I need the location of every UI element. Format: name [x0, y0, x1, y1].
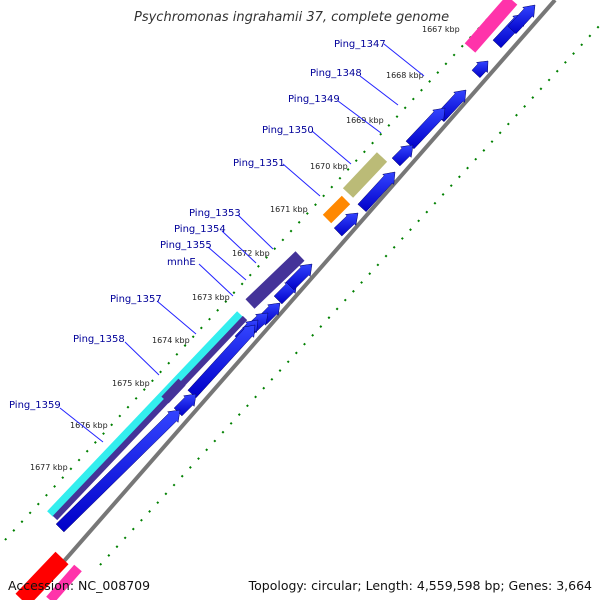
feature-highlight-olive[interactable]	[342, 152, 388, 198]
feature-highlight-orange[interactable]	[322, 195, 351, 224]
kbp-tick-label: 1677 kbp	[30, 463, 68, 472]
kbp-tick-label: 1672 kbp	[232, 249, 270, 258]
tick-guide-outer	[4, 0, 506, 541]
feature-highlight-cyan[interactable]	[47, 311, 243, 517]
kbp-tick-label: 1674 kbp	[152, 336, 190, 345]
kbp-tick-label: 1670 kbp	[310, 162, 348, 171]
gene-label[interactable]: Ping_1350	[262, 125, 314, 136]
gene-label[interactable]: Ping_1349	[288, 94, 340, 105]
kbp-tick-label: 1675 kbp	[112, 379, 150, 388]
kbp-tick-label: 1668 kbp	[386, 71, 424, 80]
gene-label[interactable]: Ping_1348	[310, 68, 362, 79]
gene-arrow[interactable]	[507, 4, 536, 35]
gene-leader-line	[221, 230, 257, 264]
gene-label[interactable]: Ping_1358	[73, 334, 125, 345]
gene-arrow[interactable]	[405, 107, 446, 150]
gene-arrow[interactable]	[333, 212, 359, 237]
gene-label[interactable]: Ping_1357	[110, 294, 162, 305]
gene-leader-line	[383, 43, 425, 77]
topology-label: Topology: circular; Length: 4,559,598 bp…	[248, 578, 592, 593]
gene-leader-line	[124, 341, 160, 376]
kbp-tick-label: 1667 kbp	[422, 25, 460, 34]
feature-highlight-purple[interactable]	[245, 251, 305, 309]
gene-arrow[interactable]	[55, 409, 181, 533]
feature-highlight-purple-short[interactable]	[161, 378, 186, 404]
gene-leader-line	[311, 130, 352, 165]
gene-leader-line	[207, 246, 247, 281]
gene-leader-line	[59, 407, 104, 443]
accession-label: Accession: NC_008709	[8, 578, 151, 593]
kbp-tick-label: 1673 kbp	[192, 293, 230, 302]
kbp-tick-label: 1676 kbp	[70, 421, 108, 430]
genome-backbone	[28, 0, 557, 600]
gene-label[interactable]: Ping_1353	[189, 208, 241, 219]
gene-arrow[interactable]	[285, 263, 313, 291]
gene-label[interactable]: Ping_1351	[233, 158, 285, 169]
gene-leader-line	[156, 300, 197, 335]
gene-label[interactable]: Ping_1359	[9, 400, 61, 411]
gene-label[interactable]: Ping_1355	[160, 240, 212, 251]
feature-highlight-red[interactable]	[15, 551, 69, 600]
gene-label[interactable]: Ping_1354	[174, 224, 226, 235]
feature-highlight-pink[interactable]	[464, 0, 518, 53]
gene-label[interactable]: mnhE	[167, 257, 196, 268]
gene-leader-line	[359, 75, 399, 106]
genome-title: Psychromonas ingrahamii 37, complete gen…	[134, 10, 450, 25]
gene-arrow[interactable]	[187, 324, 256, 399]
gene-arrow[interactable]	[357, 171, 396, 213]
feature-highlight-pink-bottom[interactable]	[46, 564, 82, 600]
kbp-tick-label: 1671 kbp	[270, 205, 308, 214]
gene-leader-line	[237, 214, 274, 250]
feature-highlight-purple-long[interactable]	[52, 315, 248, 521]
gene-leader-line	[337, 100, 382, 134]
gene-label[interactable]: Ping_1347	[334, 39, 386, 50]
tick-guide-inner	[99, 24, 600, 566]
gene-leader-line	[282, 163, 321, 197]
gene-arrow[interactable]	[471, 60, 489, 79]
gene-leader-line	[198, 263, 234, 297]
gene-arrow[interactable]	[391, 144, 414, 167]
